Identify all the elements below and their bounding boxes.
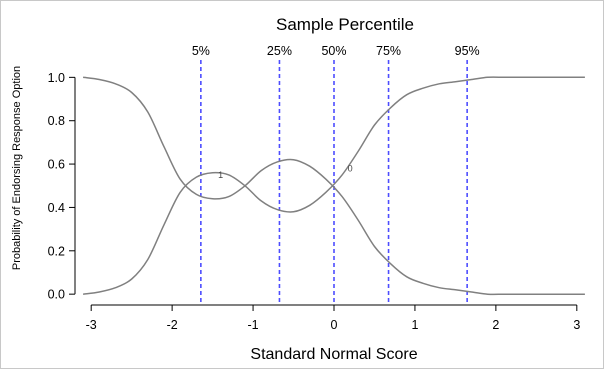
y-tick-label: 0.0 bbox=[48, 288, 65, 302]
y-tick-label: 1.0 bbox=[48, 71, 65, 85]
percentile-label: 25% bbox=[267, 44, 292, 58]
plot-marks: 0.0 0.2 0.4 0.6 0.8 1.0 -3 -2 -1 0 1 2 3 5% 25% 50% 75% 9… bbox=[48, 44, 585, 332]
x-tick-label: 2 bbox=[492, 318, 499, 332]
y-tick-label: 0.2 bbox=[48, 244, 65, 258]
y-tick-label: 0.4 bbox=[48, 201, 65, 215]
percentile-label: 5% bbox=[192, 44, 210, 58]
curve-label-1: 1 bbox=[218, 170, 223, 180]
y-tick-label: 0.6 bbox=[48, 158, 65, 172]
x-tick-label: -1 bbox=[248, 318, 259, 332]
y-axis-label: Probability of Endorsing Response Option bbox=[11, 66, 23, 270]
percentile-label: 50% bbox=[321, 44, 346, 58]
x-tick-label: -3 bbox=[86, 318, 97, 332]
percentile-label: 95% bbox=[455, 44, 480, 58]
curve-label-0: 0 bbox=[348, 164, 353, 174]
x-tick-label: -2 bbox=[167, 318, 178, 332]
percentile-label: 75% bbox=[376, 44, 401, 58]
chart-title: Sample Percentile bbox=[276, 15, 414, 34]
response-curve-1 bbox=[82, 76, 585, 295]
response-curve-0 bbox=[82, 76, 585, 296]
x-tick-label: 0 bbox=[331, 318, 338, 332]
y-tick-label: 0.8 bbox=[48, 114, 65, 128]
x-tick-label: 3 bbox=[573, 318, 580, 332]
x-axis-label: Standard Normal Score bbox=[250, 346, 417, 363]
x-tick-label: 1 bbox=[411, 318, 418, 332]
